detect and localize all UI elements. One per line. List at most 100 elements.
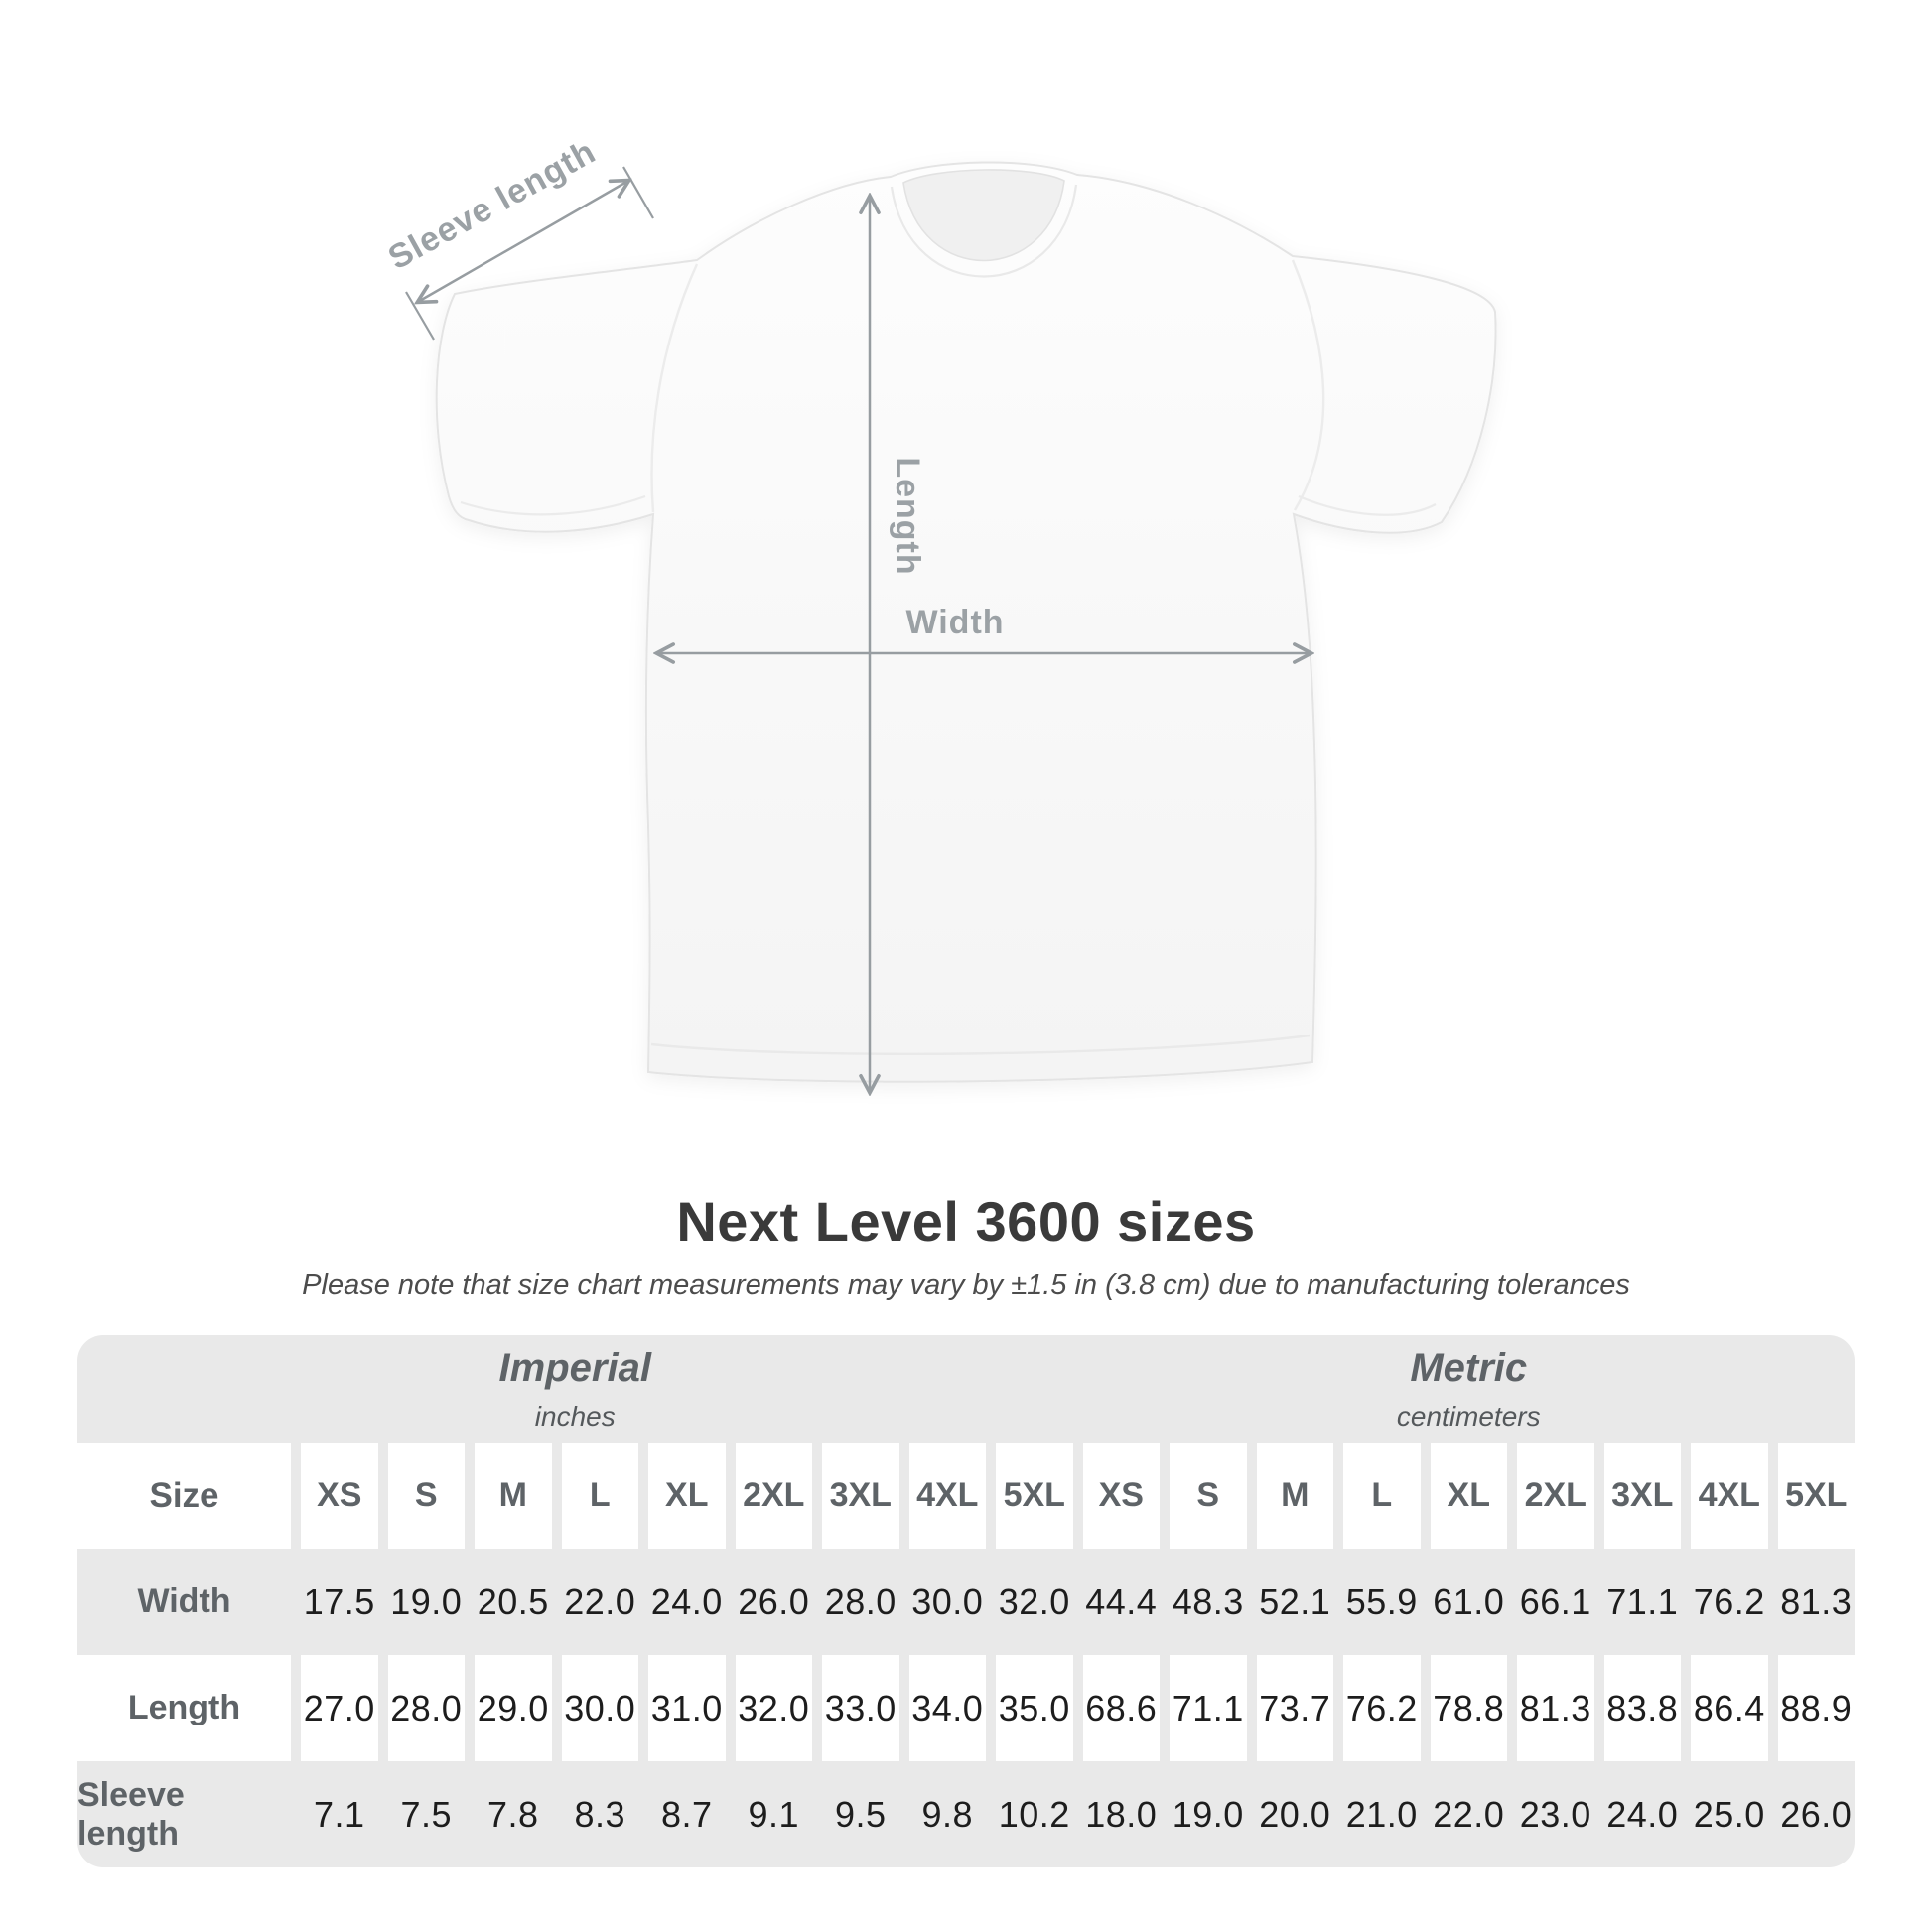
value-cell: 24.0 <box>650 1581 723 1622</box>
value-cell: 81.3 <box>1517 1655 1594 1761</box>
size-col-header: XL <box>648 1443 726 1549</box>
value-cell: 34.0 <box>908 1655 986 1761</box>
size-corner-header: Size <box>77 1443 291 1549</box>
tshirt-left-armhole-seam <box>650 263 699 513</box>
value-cell: 33.0 <box>822 1655 899 1761</box>
value-cell: 32.0 <box>998 1581 1070 1622</box>
value-cell: 9.1 <box>748 1793 800 1835</box>
value-cell: 26.0 <box>1780 1793 1853 1835</box>
row-label: Width <box>137 1583 231 1620</box>
metric-group-unit: centimeters <box>1396 1400 1541 1432</box>
size-col-header: XL <box>1430 1443 1507 1549</box>
imperial-group-header: Imperial inches <box>77 1335 1073 1443</box>
size-col-header: M <box>1256 1443 1333 1549</box>
value-cell: 17.5 <box>303 1581 375 1622</box>
value-cell: 20.5 <box>477 1581 549 1622</box>
dimension-annotations <box>405 166 1311 1092</box>
value-cell: 88.9 <box>1777 1655 1855 1761</box>
size-col-header: M <box>475 1443 552 1549</box>
value-cell: 19.0 <box>390 1581 463 1622</box>
tshirt-right-sleeve-hem <box>1298 494 1437 516</box>
value-cell: 22.0 <box>564 1581 636 1622</box>
page-title: Next Level 3600 sizes <box>676 1190 1256 1253</box>
size-table: Imperial inches Metric centimeters Size … <box>77 1335 1855 1867</box>
value-cell: 31.0 <box>648 1655 726 1761</box>
value-cell: 32.0 <box>735 1655 812 1761</box>
measurement-row: Width 17.5 19.0 20.5 22.0 24.0 26.0 28.0 30.0 32.… <box>77 1549 1855 1655</box>
value-cell: 86.4 <box>1691 1655 1768 1761</box>
tshirt-right-armhole-seam <box>1291 259 1325 511</box>
value-cell: 10.2 <box>998 1793 1070 1835</box>
tshirt-diagram-svg: Sleeve length Length Width <box>382 132 1497 1162</box>
value-cell: 76.2 <box>1693 1581 1765 1622</box>
metric-group-name: Metric <box>1410 1345 1528 1390</box>
value-cell: 78.8 <box>1430 1655 1507 1761</box>
size-col-header: L <box>561 1443 638 1549</box>
size-col-header: 2XL <box>735 1443 812 1549</box>
size-col-header: S <box>387 1443 465 1549</box>
value-cell: 19.0 <box>1172 1793 1244 1835</box>
size-col-header: 2XL <box>1517 1443 1594 1549</box>
sleeve-length-tick-outer <box>405 291 435 341</box>
tshirt-left-sleeve-hem <box>460 494 646 516</box>
value-cell: 25.0 <box>1693 1793 1765 1835</box>
value-cell: 30.0 <box>561 1655 638 1761</box>
value-cell: 68.6 <box>1082 1655 1160 1761</box>
size-col-header: 4XL <box>1691 1443 1768 1549</box>
value-cell: 9.5 <box>834 1793 887 1835</box>
value-cell: 7.8 <box>486 1793 539 1835</box>
size-col-header: 3XL <box>1603 1443 1681 1549</box>
value-cell: 81.3 <box>1780 1581 1853 1622</box>
value-cell: 28.0 <box>387 1655 465 1761</box>
tshirt-body-shape <box>435 161 1497 1083</box>
value-cell: 71.1 <box>1606 1581 1679 1622</box>
value-cell: 66.1 <box>1519 1581 1591 1622</box>
width-label: Width <box>905 604 1004 641</box>
value-cell: 35.0 <box>996 1655 1073 1761</box>
size-col-header: 3XL <box>822 1443 899 1549</box>
value-cell: 21.0 <box>1345 1793 1418 1835</box>
value-cell: 73.7 <box>1256 1655 1333 1761</box>
value-cell: 76.2 <box>1343 1655 1421 1761</box>
size-col-header: 5XL <box>996 1443 1073 1549</box>
sleeve-length-arrow <box>418 181 628 302</box>
value-cell: 7.5 <box>400 1793 453 1835</box>
tshirt-measurement-diagram: Sleeve length Length Width <box>382 132 1497 1162</box>
imperial-group-name: Imperial <box>498 1345 651 1390</box>
value-cell: 18.0 <box>1085 1793 1158 1835</box>
value-cell: 8.3 <box>574 1793 626 1835</box>
size-col-header: S <box>1170 1443 1247 1549</box>
value-cell: 7.1 <box>313 1793 365 1835</box>
measurement-row: Length 27.0 28.0 29.0 30.0 31.0 32.0 33.0 34.0 35… <box>77 1655 1855 1761</box>
size-col-header: XS <box>1082 1443 1160 1549</box>
value-cell: 26.0 <box>738 1581 810 1622</box>
tshirt-bottom-hem <box>650 1034 1311 1055</box>
value-cell: 30.0 <box>911 1581 984 1622</box>
measurement-row: Sleeve length 7.1 7.5 7.8 8.3 8.7 9.1 9.5 9.8 10.… <box>77 1761 1855 1867</box>
value-cell: 55.9 <box>1345 1581 1418 1622</box>
tshirt-illustration <box>435 161 1497 1083</box>
value-cell: 83.8 <box>1603 1655 1681 1761</box>
size-header-row: Size XS S M L XL 2XL 3XL 4XL 5XL XS S M L XL 2XL 3XL 4XL… <box>77 1443 1855 1549</box>
unit-header-row: Imperial inches Metric centimeters <box>77 1335 1855 1443</box>
sleeve-length-tick-shoulder <box>622 166 654 219</box>
row-label: Length <box>77 1655 291 1761</box>
tshirt-collar-opening <box>902 169 1065 262</box>
length-label: Length <box>889 457 926 575</box>
sleeve-length-label: Sleeve length <box>382 132 603 277</box>
value-cell: 23.0 <box>1519 1793 1591 1835</box>
size-col-header: 4XL <box>908 1443 986 1549</box>
metric-group-header: Metric centimeters <box>1083 1335 1856 1443</box>
imperial-group-unit: inches <box>534 1400 616 1432</box>
tolerance-note: Please note that size chart measurements… <box>302 1269 1630 1301</box>
value-cell: 8.7 <box>660 1793 713 1835</box>
value-cell: 44.4 <box>1085 1581 1158 1622</box>
value-cell: 61.0 <box>1433 1581 1505 1622</box>
size-col-header: XS <box>301 1443 378 1549</box>
value-cell: 24.0 <box>1606 1793 1679 1835</box>
row-label: Sleeve length <box>77 1775 185 1853</box>
value-cell: 29.0 <box>475 1655 552 1761</box>
size-col-header: 5XL <box>1777 1443 1855 1549</box>
value-cell: 71.1 <box>1170 1655 1247 1761</box>
